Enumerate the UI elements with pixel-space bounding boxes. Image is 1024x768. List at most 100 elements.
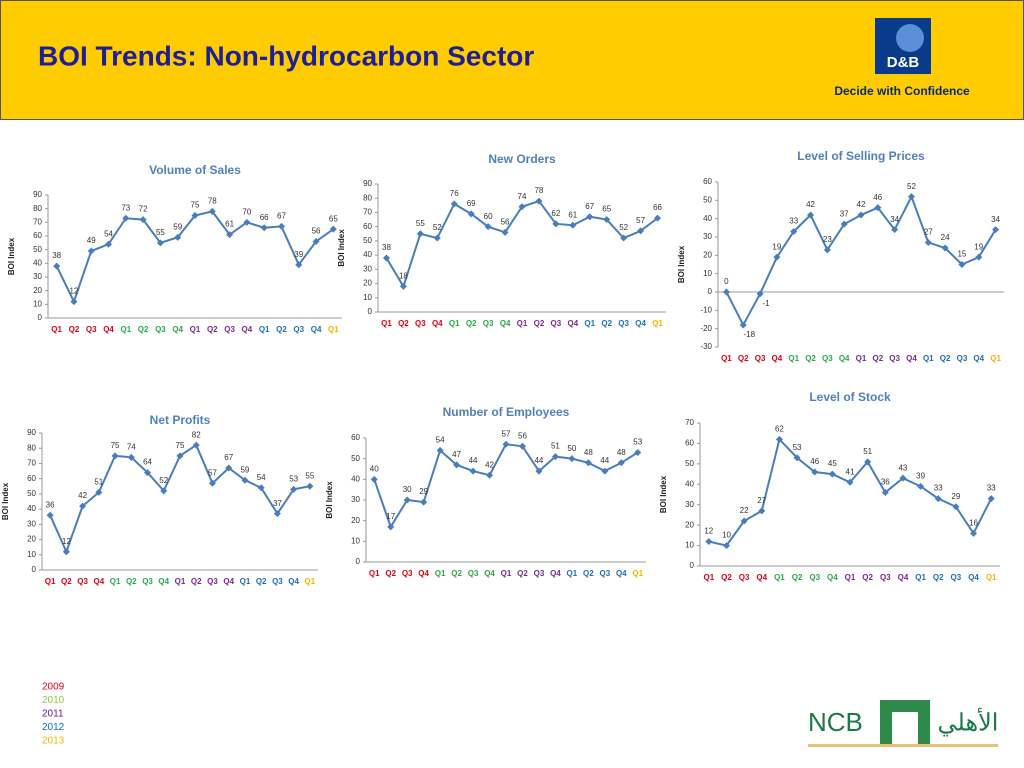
data-label: 53	[633, 438, 642, 447]
x-tick-label: Q3	[889, 354, 900, 363]
data-point	[295, 261, 303, 269]
data-label: 75	[176, 441, 185, 450]
data-label: 12	[69, 287, 78, 296]
data-point	[312, 237, 320, 245]
data-point	[382, 254, 390, 262]
y-tick-label: 0	[368, 307, 373, 316]
x-tick-label: Q3	[468, 569, 479, 578]
x-tick-label: Q4	[827, 573, 838, 582]
x-tick-label: Q2	[276, 325, 287, 334]
data-point	[387, 523, 395, 531]
data-label: 40	[370, 464, 379, 473]
chart-title: Net Profits	[150, 413, 211, 427]
data-label: 57	[208, 468, 217, 477]
data-label: 53	[289, 474, 298, 483]
data-label: 42	[485, 460, 494, 469]
data-point	[775, 435, 783, 443]
data-label: 27	[924, 228, 933, 237]
x-tick-label: Q3	[822, 354, 833, 363]
data-point	[584, 459, 592, 467]
data-label: 78	[534, 186, 543, 195]
data-label: 39	[294, 250, 303, 259]
x-tick-label: Q4	[103, 325, 114, 334]
x-tick-label: Q3	[207, 577, 218, 586]
x-tick-label: Q2	[721, 573, 732, 582]
x-tick-label: Q3	[755, 354, 766, 363]
data-label: 52	[433, 223, 442, 232]
data-label: 51	[551, 442, 560, 451]
x-tick-label: Q4	[973, 354, 984, 363]
x-tick-label: Q1	[240, 577, 251, 586]
x-tick-label: Q2	[385, 569, 396, 578]
data-point	[634, 448, 642, 456]
data-point	[934, 495, 942, 503]
data-label: 50	[567, 444, 576, 453]
data-label: 61	[568, 210, 577, 219]
data-point	[620, 234, 628, 242]
x-tick-label: Q3	[739, 573, 750, 582]
data-label: 29	[419, 487, 428, 496]
y-tick-label: 60	[685, 439, 694, 448]
data-point	[160, 487, 168, 495]
y-tick-label: 20	[703, 250, 712, 259]
ncb-underline	[808, 744, 998, 747]
x-tick-label: Q3	[551, 319, 562, 328]
data-label: 73	[121, 203, 130, 212]
data-point	[105, 240, 113, 248]
data-point	[874, 204, 882, 212]
x-tick-label: Q1	[120, 325, 131, 334]
data-label: 12	[704, 527, 713, 536]
data-point	[453, 461, 461, 469]
y-tick-label: -20	[700, 324, 712, 333]
data-label: 52	[907, 182, 916, 191]
data-label: 42	[857, 200, 866, 209]
ncb-logo: NCB	[808, 707, 863, 737]
x-tick-label: Q2	[256, 577, 267, 586]
data-point	[273, 510, 281, 518]
data-point	[225, 464, 233, 472]
y-tick-label: 40	[33, 258, 42, 267]
y-tick-label: 50	[27, 489, 36, 498]
data-label: 62	[551, 209, 560, 218]
data-label: 66	[653, 203, 662, 212]
data-label: 36	[881, 478, 890, 487]
data-point	[226, 231, 234, 239]
data-label: 19	[974, 242, 983, 251]
data-label: 67	[277, 212, 286, 221]
data-label: 34	[890, 215, 899, 224]
data-point	[469, 467, 477, 475]
y-tick-label: 70	[27, 459, 36, 468]
x-tick-label: Q4	[242, 325, 253, 334]
ncb-arabic: الأهلي	[938, 706, 999, 736]
data-label: 41	[846, 467, 855, 476]
x-tick-label: Q3	[224, 325, 235, 334]
data-label: 37	[273, 499, 282, 508]
data-point	[257, 484, 265, 492]
x-tick-label: Q1	[190, 325, 201, 334]
x-tick-label: Q3	[809, 573, 820, 582]
data-point	[552, 220, 560, 228]
y-tick-label: 0	[32, 565, 37, 574]
x-tick-label: Q4	[550, 569, 561, 578]
x-tick-label: Q4	[567, 319, 578, 328]
x-tick-label: Q2	[138, 325, 149, 334]
data-label: 57	[502, 429, 511, 438]
db-logo-burst	[896, 24, 924, 52]
data-label: 0	[724, 277, 729, 286]
data-point	[399, 282, 407, 290]
data-label: 67	[585, 202, 594, 211]
data-point	[260, 224, 268, 232]
data-point	[601, 467, 609, 475]
x-tick-label: Q2	[940, 354, 951, 363]
data-point	[881, 488, 889, 496]
y-tick-label: 0	[356, 557, 361, 566]
y-tick-label: 40	[363, 250, 372, 259]
data-label: 17	[386, 512, 395, 521]
data-point	[864, 458, 872, 466]
y-tick-label: 10	[33, 299, 42, 308]
legend-entry: 2011	[42, 709, 64, 720]
data-point	[144, 469, 152, 477]
data-point	[758, 507, 766, 515]
x-tick-label: Q2	[398, 319, 409, 328]
data-label: 52	[619, 223, 628, 232]
